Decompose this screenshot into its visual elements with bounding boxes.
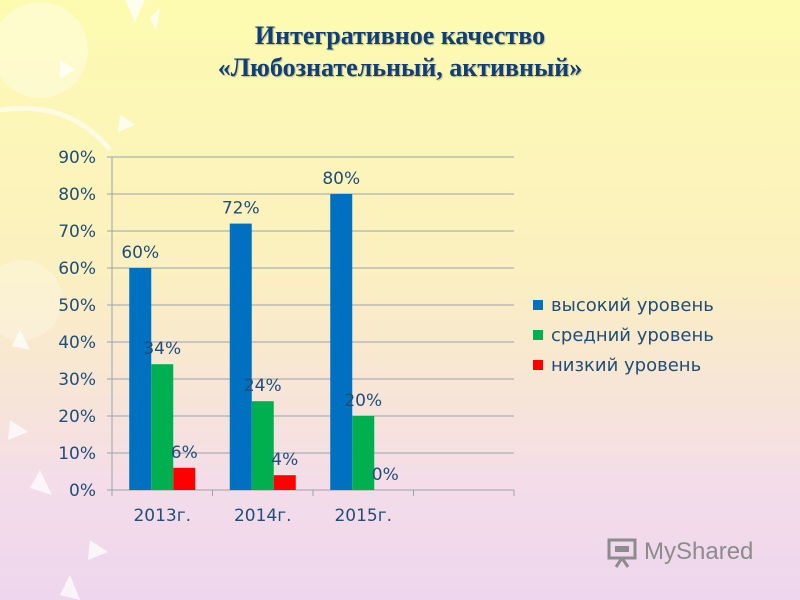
bar [129, 268, 152, 490]
x-tick-label: 2014г. [234, 506, 292, 526]
chart-title: Интегративное качество «Любознательный, … [0, 20, 800, 84]
legend-item-low: низкий уровень [533, 350, 714, 380]
legend-swatch-medium [533, 330, 543, 340]
bar [173, 467, 196, 490]
legend: высокий уровень средний уровень низкий у… [533, 290, 714, 380]
legend-swatch-high [533, 300, 543, 310]
watermark: MyShared [606, 536, 753, 568]
bar [251, 401, 274, 490]
y-tick-label: 80% [58, 185, 96, 205]
data-label: 4% [271, 450, 298, 470]
y-tick-label: 40% [58, 333, 96, 353]
data-label: 72% [222, 199, 260, 219]
data-label: 24% [244, 376, 282, 396]
bar [151, 364, 174, 490]
x-tick-label: 2013г. [133, 506, 191, 526]
y-tick-label: 60% [58, 259, 96, 279]
legend-item-high: высокий уровень [533, 290, 714, 320]
legend-label-high: высокий уровень [551, 294, 714, 316]
title-line-1: Интегративное качество [254, 21, 546, 50]
bar [229, 223, 252, 490]
data-label: 60% [121, 243, 159, 263]
y-tick-label: 30% [58, 370, 96, 390]
y-tick-label: 0% [69, 481, 96, 501]
data-label: 20% [344, 391, 382, 411]
y-tick-label: 50% [58, 296, 96, 316]
bar [273, 475, 296, 490]
legend-item-medium: средний уровень [533, 320, 714, 350]
y-tick-label: 10% [58, 444, 96, 464]
y-tick-label: 70% [58, 222, 96, 242]
data-label: 80% [322, 169, 360, 189]
title-line-2: «Любознательный, активный» [217, 53, 583, 82]
presentation-board-icon [607, 538, 637, 568]
x-tick-label: 2015г. [334, 506, 392, 526]
legend-label-low: низкий уровень [551, 354, 702, 376]
watermark-text: MyShared [644, 538, 754, 565]
legend-swatch-low [533, 360, 543, 370]
data-label: 34% [143, 339, 181, 359]
y-tick-label: 20% [58, 407, 96, 427]
legend-label-medium: средний уровень [551, 324, 714, 346]
bar [330, 194, 353, 490]
y-tick-label: 90% [58, 148, 96, 168]
data-label: 0% [372, 465, 399, 485]
data-label: 6% [171, 443, 198, 463]
bar [352, 416, 375, 490]
